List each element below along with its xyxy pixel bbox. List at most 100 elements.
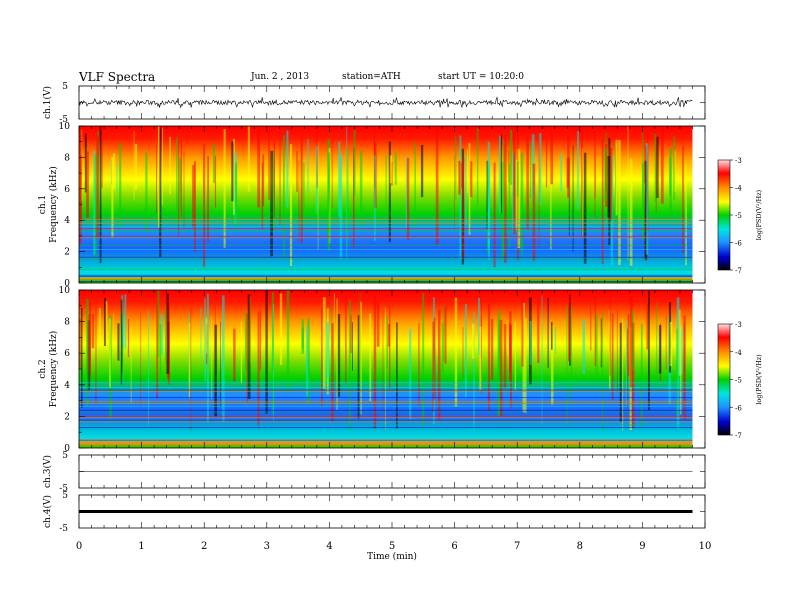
spectrogram-stripe xyxy=(656,302,658,392)
spectrogram-stripe xyxy=(469,161,473,198)
spectrogram-stripe xyxy=(405,155,408,228)
spectrogram-stripe xyxy=(205,317,208,354)
spectrogram-stripe xyxy=(233,138,235,215)
spectrogram-stripe xyxy=(79,318,81,370)
spectrogram-stripe xyxy=(487,141,490,248)
spectrogram-band xyxy=(79,249,693,250)
spectrogram-stripe xyxy=(497,319,501,417)
spectrogram-stripe xyxy=(94,154,97,259)
spectrogram-stripe xyxy=(305,326,309,397)
spectrogram-stripe xyxy=(183,151,185,229)
spectrogram-stripe xyxy=(347,148,349,247)
spectrogram-stripe xyxy=(159,323,162,375)
spectrogram-band xyxy=(79,222,693,224)
x-tick-label: 0 xyxy=(76,541,82,552)
spectrogram-stripe xyxy=(435,127,439,245)
spectrogram-stripe xyxy=(178,139,180,236)
spectrogram-stripe xyxy=(88,314,91,370)
spectrogram-stripe xyxy=(676,297,680,430)
spectrogram-stripe xyxy=(414,141,416,229)
y-tick-label: 4 xyxy=(64,216,70,226)
spectrogram-stripe xyxy=(685,163,687,266)
spectrogram-stripe xyxy=(214,155,217,208)
spectrogram-stripe xyxy=(660,129,664,204)
spectrogram-stripe xyxy=(503,323,507,389)
spectrogram-stripe xyxy=(644,160,648,260)
date-label: Jun. 2 , 2013 xyxy=(251,72,310,82)
spectrogram-band xyxy=(79,280,693,282)
x-tick-label: 4 xyxy=(326,541,332,552)
spectrogram-stripe xyxy=(594,150,596,218)
spectrogram-stripe xyxy=(462,158,465,260)
spectrogram-stripe xyxy=(461,162,464,189)
spectrogram-band xyxy=(79,397,693,399)
spectrogram-stripe xyxy=(443,306,445,363)
spectrogram-stripe xyxy=(257,130,261,208)
spectrogram-band xyxy=(79,421,693,423)
spectrogram-band xyxy=(79,403,693,404)
spectrogram-stripe xyxy=(188,323,191,399)
spectrogram-stripe xyxy=(360,301,362,415)
spectrogram-band xyxy=(79,274,693,276)
spectrogram-stripe xyxy=(98,308,101,347)
spectrogram-stripe xyxy=(192,165,195,228)
y-tick-label: 0 xyxy=(64,279,70,289)
spectrogram-stripe xyxy=(493,162,496,268)
spectrogram-stripe xyxy=(618,140,621,265)
spectrogram-stripe xyxy=(604,147,607,202)
spectrogram-stripe xyxy=(490,318,494,381)
spectrogram-stripe xyxy=(658,325,662,374)
spectrogram-stripe xyxy=(611,313,614,401)
spectrogram-stripe xyxy=(676,329,678,418)
spectrogram-stripe xyxy=(81,129,83,202)
spectrogram-stripe xyxy=(119,142,122,228)
spectrogram-stripe xyxy=(117,323,120,361)
spectrogram-stripe xyxy=(240,321,243,384)
spectrogram-stripe xyxy=(321,307,323,407)
spectrogram-stripe xyxy=(547,297,549,368)
spectrogram-stripe xyxy=(270,150,273,257)
spectrogram-stripe xyxy=(538,141,540,248)
spectrogram-band xyxy=(79,389,693,391)
y-axis-label: ch.3(V) xyxy=(42,455,53,488)
spectrogram-band xyxy=(79,271,693,273)
spectrogram-stripe xyxy=(532,163,536,261)
spectrogram-stripe xyxy=(300,135,303,243)
spectrogram-stripe xyxy=(111,157,114,238)
spectrogram-stripe xyxy=(550,133,554,185)
y-axis-label: ch.4(V) xyxy=(42,495,53,528)
spectrogram-stripe xyxy=(550,322,553,350)
spectrogram-stripe xyxy=(590,305,592,351)
spectrogram-stripe xyxy=(95,305,97,405)
spectrogram-stripe xyxy=(640,323,643,427)
station-label: station=ATH xyxy=(342,72,401,82)
spectrogram-stripe xyxy=(459,135,462,260)
spectrogram-stripe xyxy=(339,154,343,260)
spectrogram-band xyxy=(79,439,693,441)
spectrogram-stripe xyxy=(84,133,87,193)
spectrogram-stripe xyxy=(479,326,482,390)
spectrogram-stripe xyxy=(357,315,360,419)
spectrogram-stripe xyxy=(120,299,123,385)
spectrogram-stripe xyxy=(116,164,118,195)
spectrogram-stripe xyxy=(466,149,468,193)
colorbar-tick-label: -5 xyxy=(735,212,742,220)
y-tick-label: 6 xyxy=(64,349,70,359)
start-time-label: start UT = 10:20:0 xyxy=(438,72,524,82)
spectrogram-stripe xyxy=(99,126,102,264)
spectrogram-stripe xyxy=(130,326,132,403)
colorbar-tick-label: -7 xyxy=(735,432,742,440)
spectrogram-stripe xyxy=(156,144,158,214)
spectrogram-stripe xyxy=(233,328,236,382)
spectrogram-stripe xyxy=(501,161,504,260)
spectrogram-stripe xyxy=(472,323,475,359)
spectrogram-stripe xyxy=(325,316,327,385)
y-axis-label: Frequency (kHz) xyxy=(48,331,59,408)
spectrogram-stripe xyxy=(567,135,570,198)
spectrogram-stripe xyxy=(223,128,226,248)
spectrogram-stripe xyxy=(331,299,333,368)
spectrogram-stripe xyxy=(515,160,518,230)
spectrogram-band xyxy=(79,405,693,407)
spectrogram-stripe xyxy=(568,294,571,362)
